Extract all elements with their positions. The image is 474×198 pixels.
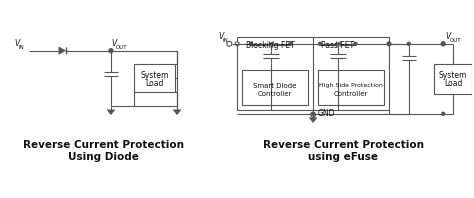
Circle shape [227,41,232,46]
Polygon shape [336,41,341,46]
Circle shape [442,112,445,115]
Circle shape [441,42,445,46]
Text: Reverse Current Protection: Reverse Current Protection [263,140,424,150]
Text: IN: IN [223,38,228,43]
Text: High Side Protection: High Side Protection [319,83,383,88]
Text: Pass FET: Pass FET [321,41,354,50]
Bar [134,65,175,92]
Text: Controller: Controller [258,90,292,97]
Circle shape [407,42,410,45]
Polygon shape [59,47,66,54]
Text: Controller: Controller [334,90,368,97]
Text: IN: IN [19,45,25,50]
Circle shape [249,42,253,45]
Text: Load: Load [444,79,462,88]
Text: V: V [219,32,224,41]
Circle shape [388,42,391,45]
Circle shape [354,42,357,45]
Polygon shape [309,118,317,123]
Text: Smart Diode: Smart Diode [254,83,297,89]
Circle shape [319,42,321,45]
Polygon shape [107,110,115,115]
Text: OUT: OUT [450,38,461,43]
Bar [434,64,472,94]
Text: V: V [14,39,19,48]
Circle shape [289,42,292,45]
Text: System: System [140,71,169,80]
Circle shape [235,42,239,46]
Circle shape [387,42,391,46]
Text: Load: Load [145,79,164,88]
Text: GND: GND [318,109,336,118]
Text: Blocking FET: Blocking FET [246,41,295,50]
Bar [242,70,308,105]
Bar [318,70,384,105]
Polygon shape [269,41,273,46]
Circle shape [310,112,316,117]
Bar [237,37,389,110]
Text: Reverse Current Protection: Reverse Current Protection [23,140,183,150]
Polygon shape [173,110,181,115]
Circle shape [311,112,315,115]
Text: using eFuse: using eFuse [308,152,378,162]
Text: V: V [111,39,116,48]
Text: System: System [439,71,467,80]
Text: Using Diode: Using Diode [68,152,138,162]
Text: OUT: OUT [115,45,127,50]
Text: V: V [445,32,450,41]
Circle shape [109,49,113,53]
